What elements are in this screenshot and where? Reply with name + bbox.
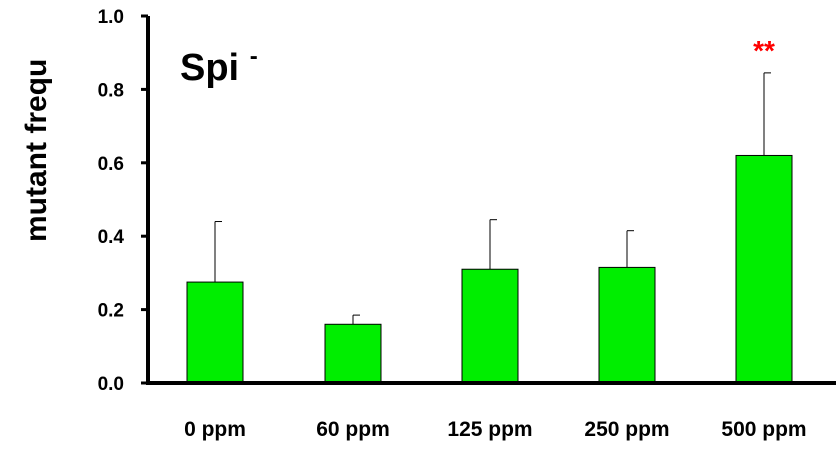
x-tick-label-4: 500 ppm <box>721 418 806 441</box>
bar-0 <box>186 281 244 384</box>
y-tick-label-3: 0.6 <box>98 154 124 175</box>
error-bar-2 <box>489 219 497 270</box>
y-axis-label-group: mutant frequ <box>20 59 53 242</box>
error-bar-3 <box>626 230 634 268</box>
x-tick-label-0: 0 ppm <box>184 418 246 441</box>
y-tick-label-2: 0.4 <box>98 227 125 248</box>
bar-1 <box>324 323 382 384</box>
bar-4 <box>735 154 793 384</box>
panel-label-group: Spi - <box>180 43 258 89</box>
bar-2 <box>461 268 519 384</box>
bar-3 <box>598 266 656 384</box>
y-tick-label-4: 0.8 <box>98 80 124 101</box>
y-tick-label-0: 0.0 <box>98 374 124 395</box>
panel-label-superscript: - <box>250 43 258 70</box>
x-tick-label-3: 250 ppm <box>584 418 669 441</box>
significance-marker: ** <box>753 35 775 66</box>
x-tick-label-1: 60 ppm <box>316 418 390 441</box>
x-ticks-group: 0 ppm 60 ppm 125 ppm 250 ppm 500 ppm <box>184 418 807 441</box>
x-tick-label-2: 125 ppm <box>447 418 532 441</box>
axes-group <box>146 16 836 385</box>
error-bar-1 <box>352 314 360 325</box>
y-axis-label: mutant frequ <box>20 59 53 242</box>
y-tick-label-1: 0.2 <box>98 301 124 322</box>
significance-group: ** <box>753 35 775 66</box>
panel-label: Spi - <box>180 43 258 89</box>
y-tick-label-5: 1.0 <box>98 7 124 28</box>
error-bar-0 <box>214 221 222 283</box>
error-bar-4 <box>763 72 771 156</box>
error-bars-group <box>214 72 771 325</box>
y-ticks-group: 0.0 0.2 0.4 0.6 0.8 1.0 <box>98 7 148 395</box>
panel-label-main: Spi <box>180 47 239 89</box>
